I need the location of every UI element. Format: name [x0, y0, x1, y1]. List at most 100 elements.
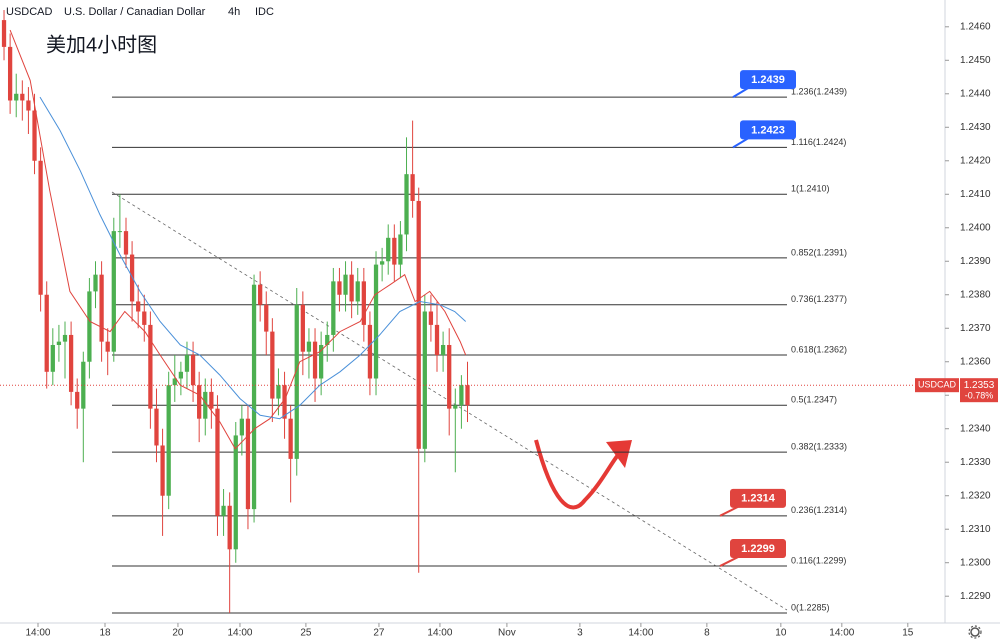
candle-body	[142, 311, 147, 325]
candle-body	[166, 385, 171, 496]
candle-body	[184, 355, 190, 372]
x-tick-label: 14:00	[25, 628, 50, 639]
x-tick-label: 8	[704, 628, 710, 639]
callout-pointer	[719, 505, 739, 517]
candle-body	[56, 341, 62, 345]
y-tick-label: 1.2360	[960, 356, 991, 367]
candle-body	[1, 20, 7, 47]
y-tick-label: 1.2400	[960, 222, 991, 233]
candle-body	[331, 281, 336, 335]
fib-label: 0.852(1.2391)	[791, 247, 847, 257]
y-tick-label: 1.2420	[960, 155, 991, 166]
candle-body	[14, 93, 19, 101]
candle-body	[117, 231, 123, 233]
candle-body	[111, 231, 116, 352]
symbol-tag: USDCAD	[918, 380, 957, 390]
callout-box	[740, 120, 796, 140]
candle-body	[99, 274, 104, 342]
x-tick-label: 14:00	[427, 628, 452, 639]
y-tick-label: 1.2290	[960, 591, 991, 602]
fib-label: 0.5(1.2347)	[791, 395, 837, 405]
callout-label: 1.2299	[741, 543, 775, 555]
price-tag: 1.2353	[964, 380, 995, 391]
candle-body	[276, 385, 281, 399]
candle-body	[251, 284, 257, 510]
y-tick-label: 1.2300	[960, 557, 991, 568]
y-tick-label: 1.2310	[960, 524, 991, 535]
candle-body	[398, 234, 403, 265]
source: IDC	[255, 6, 274, 18]
fib-label: 0.116(1.2299)	[791, 555, 846, 565]
callout-label: 1.2439	[751, 74, 785, 86]
candle-body	[440, 344, 446, 356]
y-tick-label: 1.2340	[960, 423, 991, 434]
candle-body	[379, 261, 385, 265]
x-tick-label: 18	[99, 628, 111, 639]
candle-body	[337, 281, 342, 295]
candle-body	[154, 408, 159, 446]
candle-body	[44, 294, 49, 372]
callout-box	[730, 539, 786, 559]
fib-label: 0(1.2285)	[791, 602, 830, 612]
y-tick-label: 1.2390	[960, 256, 991, 267]
x-tick-label: 27	[373, 628, 385, 639]
candle-body	[325, 334, 330, 345]
candle-body	[87, 291, 92, 362]
candle-body	[38, 160, 43, 295]
moving-average	[9, 29, 467, 450]
candle-body	[459, 385, 464, 406]
candle-body	[294, 304, 299, 459]
y-tick-label: 1.2330	[960, 457, 991, 468]
y-tick-label: 1.2320	[960, 490, 991, 501]
y-tick-label: 1.2410	[960, 189, 991, 200]
candle-body	[239, 418, 244, 436]
candle-body	[245, 418, 251, 510]
candle-body	[178, 371, 184, 379]
x-tick-label: 15	[902, 628, 914, 639]
fib-label: 1.236(1.2439)	[791, 87, 847, 97]
candle-body	[343, 274, 348, 295]
x-tick-label: 14:00	[628, 628, 653, 639]
candle-body	[20, 93, 25, 101]
symbol: USDCAD	[6, 6, 53, 18]
symbol-tag-box	[915, 378, 959, 393]
callout-box	[730, 488, 786, 508]
candle-body	[148, 324, 153, 409]
settings-icon[interactable]	[968, 625, 982, 639]
candle-body	[32, 110, 37, 161]
price-change: -0.78%	[965, 391, 994, 401]
candle-body	[129, 254, 135, 302]
x-tick-label: 20	[172, 628, 184, 639]
description: U.S. Dollar / Canadian Dollar	[64, 6, 206, 18]
gear[interactable]	[970, 627, 980, 637]
candle-body	[306, 341, 312, 352]
candle-body	[392, 237, 397, 265]
candle-body	[416, 200, 421, 449]
price-tag-box	[960, 378, 998, 403]
fib-label: 0.236(1.2314)	[791, 505, 847, 515]
callout-pointer	[732, 137, 749, 149]
gear-teeth[interactable]	[968, 625, 982, 639]
y-tick-label: 1.2460	[960, 21, 991, 32]
candle-body	[349, 274, 354, 302]
interval: 4h	[228, 6, 240, 18]
candle-body	[215, 408, 220, 516]
fib-label: 0.736(1.2377)	[791, 294, 847, 304]
candle-body	[190, 355, 196, 386]
candle-body	[373, 264, 379, 379]
candle-body	[50, 344, 55, 372]
candle-body	[26, 100, 31, 111]
candle-body	[453, 405, 458, 409]
candle-body	[300, 304, 305, 352]
candle-body	[410, 174, 415, 201]
candle-body	[221, 505, 226, 516]
x-tick-label: 14:00	[227, 628, 252, 639]
candle-body	[209, 391, 214, 409]
x-tick-label: 10	[775, 628, 787, 639]
callout-pointer	[719, 556, 739, 567]
candle-body	[62, 334, 68, 342]
candle-body	[447, 344, 452, 409]
candle-body	[197, 385, 202, 419]
